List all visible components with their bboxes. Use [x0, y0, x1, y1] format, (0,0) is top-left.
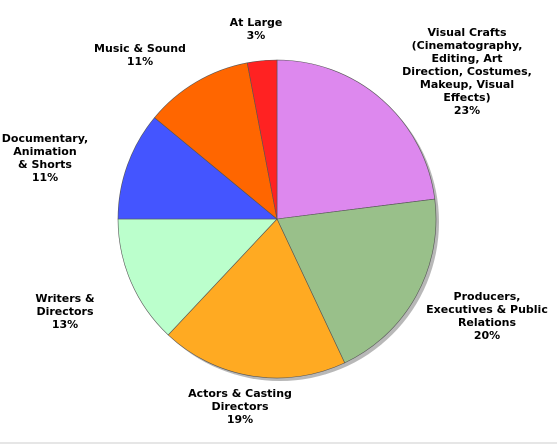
slice-label-line: Animation [13, 145, 76, 158]
slice-label-line: Visual Crafts [427, 26, 506, 39]
slice-percent-6: 3% [247, 29, 266, 42]
pie-slice-2 [167, 218, 346, 379]
slice-label-1: Producers, Executives & Public Relations 20… [426, 290, 548, 342]
pie-slice-3 [117, 218, 278, 336]
slice-label-line: Makeup, Visual [420, 78, 514, 91]
slice-label-line: Producers, [454, 290, 521, 303]
pie-slice-6 [246, 59, 278, 220]
slice-label-line: Actors & Casting [188, 387, 292, 400]
slice-label-line: Direction, Costumes, [402, 65, 532, 78]
bottom-divider [0, 442, 557, 444]
slice-label-line: Directors [36, 305, 94, 318]
slice-label-4: Documentary, Animation & Shorts 11% [2, 132, 88, 184]
slice-label-6: At Large 3% [230, 16, 283, 42]
slice-label-0: Visual Crafts (Cinematography, Editing, Ar… [402, 26, 532, 117]
pie-slice-0 [276, 59, 436, 220]
slice-label-line: & Shorts [18, 158, 72, 171]
slice-label-line: Directors [211, 400, 269, 413]
slice-label-line: Writers & [35, 292, 95, 305]
slice-label-line: At Large [230, 16, 283, 29]
slice-label-line: Music & Sound [94, 42, 186, 55]
pie-slice-4 [117, 117, 278, 220]
pie-slice-5 [154, 62, 278, 220]
slice-percent-1: 20% [474, 329, 500, 342]
slice-label-5: Music & Sound 11% [94, 42, 186, 68]
slice-percent-2: 19% [227, 413, 253, 426]
slice-percent-5: 11% [127, 55, 153, 68]
slice-label-line: Relations [458, 316, 517, 329]
slice-label-line: Documentary, [2, 132, 88, 145]
slice-label-line: Editing, Art [431, 52, 502, 65]
slice-label-line: (Cinematography, [412, 39, 523, 52]
slice-percent-0: 23% [454, 104, 480, 117]
pie-slice-1 [276, 198, 437, 364]
slice-label-3: Writers & Directors 13% [35, 292, 95, 331]
slice-label-line: Executives & Public [426, 303, 548, 316]
slice-label-2: Actors & Casting Directors 19% [188, 387, 292, 426]
slice-label-line: Effects) [443, 91, 490, 104]
slice-percent-4: 11% [32, 171, 58, 184]
slice-percent-3: 13% [52, 318, 78, 331]
